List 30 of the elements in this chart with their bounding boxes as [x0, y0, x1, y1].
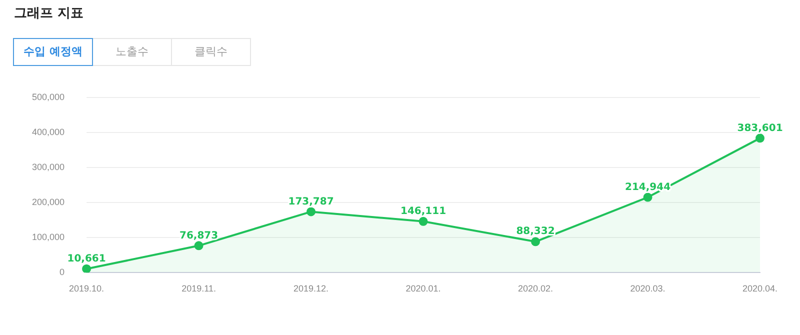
point [756, 134, 764, 143]
text: 클릭수 [171, 38, 251, 66]
data-label: 146,111 [400, 206, 446, 217]
text: 수입 예정액 [13, 38, 93, 66]
text: 노출수 [92, 38, 172, 66]
x-tick-label: 2019.11. [182, 283, 216, 294]
x-tick-label: 2020.04. [742, 283, 778, 294]
chart-title: 그래프 지표 [14, 5, 84, 22]
x-tick-label: 2020.01. [406, 283, 441, 294]
x-tick-label: 2019.10. [69, 283, 104, 294]
point [643, 192, 652, 202]
point [82, 264, 92, 273]
data-label: 173,787 [288, 196, 334, 208]
data-label: 383,601 [737, 122, 783, 134]
point [531, 237, 540, 246]
data-label: 10,661 [67, 253, 106, 264]
y-tick-label: 500,000 [32, 92, 65, 102]
x-tick-label: 2019.12. [294, 283, 329, 294]
y-tick-label: 400,000 [32, 126, 65, 137]
point [194, 241, 204, 250]
point [418, 216, 428, 226]
y-tick-label: 100,000 [32, 232, 65, 242]
x-tick-label: 2020.03. [630, 283, 666, 294]
y-tick-label: 200,000 [32, 197, 65, 208]
y-tick-label: 300,000 [32, 162, 65, 172]
data-label: 88,332 [516, 226, 555, 238]
x-tick-label: 2020.02. [518, 283, 554, 294]
point [306, 207, 316, 216]
data-label: 76,873 [179, 230, 218, 242]
y-tick-label: 0 [60, 267, 65, 278]
